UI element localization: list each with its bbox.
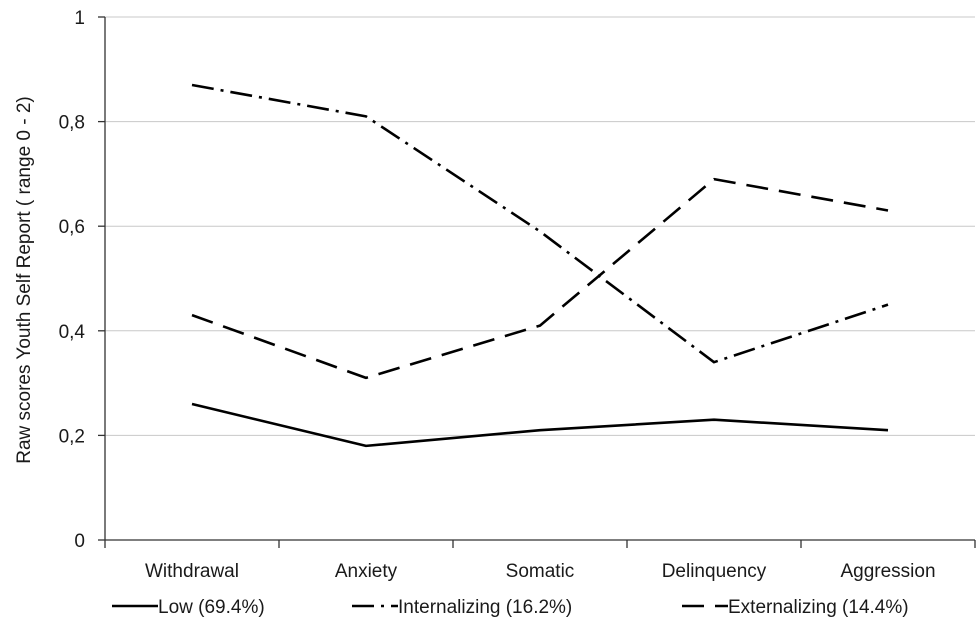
y-tick-label: 0,8 — [59, 113, 85, 134]
x-tick-labels: Withdrawal Anxiety Somatic Delinquency Aggre… — [145, 561, 936, 582]
legend-label-3: Externalizing (14.4%) — [728, 597, 909, 618]
series-line-3 — [191, 177, 889, 380]
y-tick-label: 0,2 — [59, 426, 85, 447]
legend-label-2: Internalizing (16.2%) — [398, 597, 572, 618]
series-line-2 — [191, 83, 889, 364]
y-tick-labels: 0 0,2 0,4 0,6 0,8 1 — [59, 8, 86, 552]
x-tick-label: Delinquency — [662, 561, 767, 582]
y-tick-label: 0,4 — [59, 322, 86, 343]
y-tick-label: 0 — [74, 531, 85, 552]
axes — [98, 16, 976, 548]
x-tick-label: Somatic — [506, 561, 575, 582]
series-lines — [191, 83, 889, 448]
x-tick-label: Anxiety — [335, 561, 398, 582]
legend-label-1: Low (69.4%) — [158, 597, 265, 618]
x-tick-label: Withdrawal — [145, 561, 239, 582]
x-tick-label: Aggression — [840, 561, 935, 582]
y-axis-label: Raw scores Youth Self Report ( range 0 -… — [14, 96, 35, 464]
y-tick-label: 0,6 — [59, 217, 85, 238]
series-line-1 — [191, 402, 889, 448]
gridlines — [105, 16, 975, 436]
legend: Low (69.4%) Internalizing (16.2%) External… — [112, 597, 909, 618]
y-tick-label: 1 — [74, 8, 85, 29]
